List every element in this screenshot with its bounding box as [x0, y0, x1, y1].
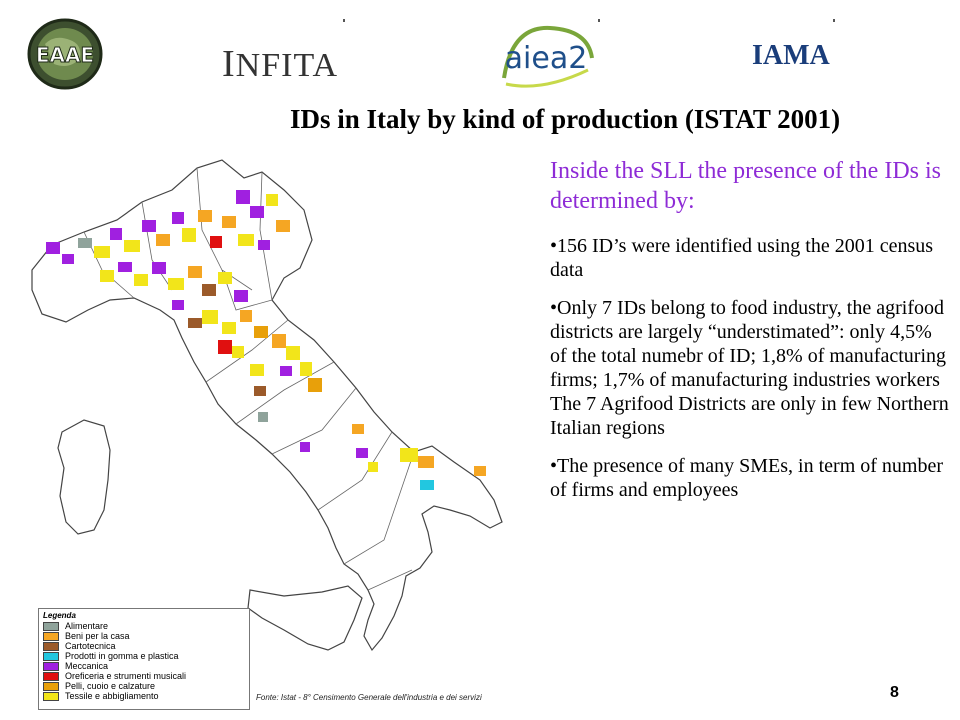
- legend-label: Alimentare: [65, 621, 109, 631]
- legend-label: Cartotecnica: [65, 641, 116, 651]
- legend-label: Prodotti in gomma e plastica: [65, 651, 179, 661]
- eaae-logo: EAAE: [20, 14, 110, 94]
- divider-tick: [343, 19, 345, 22]
- bullet-item: •156 ID’s were identified using the 2001…: [550, 235, 934, 281]
- text-column: Inside the SLL the presence of the IDs i…: [550, 156, 950, 516]
- legend-item: Cartotecnica: [43, 641, 249, 651]
- legend-swatch: [43, 651, 59, 661]
- page-number: 8: [890, 684, 899, 701]
- eaae-logo-text: EAAE: [36, 43, 94, 67]
- legend-label: Pelli, cuoio e calzature: [65, 681, 156, 691]
- legend-label: Oreficeria e strumenti musicali: [65, 671, 187, 681]
- italy-districts-map: [22, 150, 542, 710]
- bullet-item: •The presence of many SMEs, in term of n…: [550, 455, 944, 501]
- legend-swatch: [43, 671, 59, 681]
- legend-item: Beni per la casa: [43, 631, 249, 641]
- infita-logo-initial: I: [222, 43, 236, 85]
- legend-label: Meccanica: [65, 661, 109, 671]
- divider-tick: [833, 19, 835, 22]
- legend-swatch: [43, 681, 59, 691]
- bullet-item: •Only 7 IDs belong to food industry, the…: [550, 297, 949, 439]
- legend-swatch: [43, 691, 59, 701]
- legend-item: Alimentare: [43, 621, 249, 631]
- legend-swatch: [43, 661, 59, 671]
- legend-title: Legenda: [43, 611, 76, 620]
- map-legend: Legenda Alimentare Beni per la casa Cart…: [38, 608, 250, 710]
- legend-item: Tessile e abbigliamento: [43, 691, 249, 701]
- aiea2-logo-text: aiea2: [505, 41, 588, 76]
- district-patches: [46, 190, 486, 490]
- legend-swatch: [43, 631, 59, 641]
- legend-item: Meccanica: [43, 661, 249, 671]
- intro-text: Inside the SLL the presence of the IDs i…: [550, 158, 941, 214]
- iama-logo: IAMA: [752, 40, 830, 71]
- infita-logo: INFITA: [222, 42, 338, 86]
- legend-swatch: [43, 641, 59, 651]
- legend-swatch: [43, 621, 59, 631]
- divider-tick: [598, 19, 600, 22]
- map-source: Fonte: Istat - 8° Censimento Generale de…: [256, 693, 482, 702]
- legend-item: Prodotti in gomma e plastica: [43, 651, 249, 661]
- legend-label: Tessile e abbigliamento: [65, 691, 159, 701]
- infita-logo-rest: NFITA: [235, 47, 339, 84]
- legend-item: Pelli, cuoio e calzature: [43, 681, 249, 691]
- legend-label: Beni per la casa: [65, 631, 130, 641]
- legend-item: Oreficeria e strumenti musicali: [43, 671, 249, 681]
- slide-title: IDs in Italy by kind of production (ISTA…: [290, 104, 841, 134]
- aiea2-logo: aiea2: [492, 18, 602, 94]
